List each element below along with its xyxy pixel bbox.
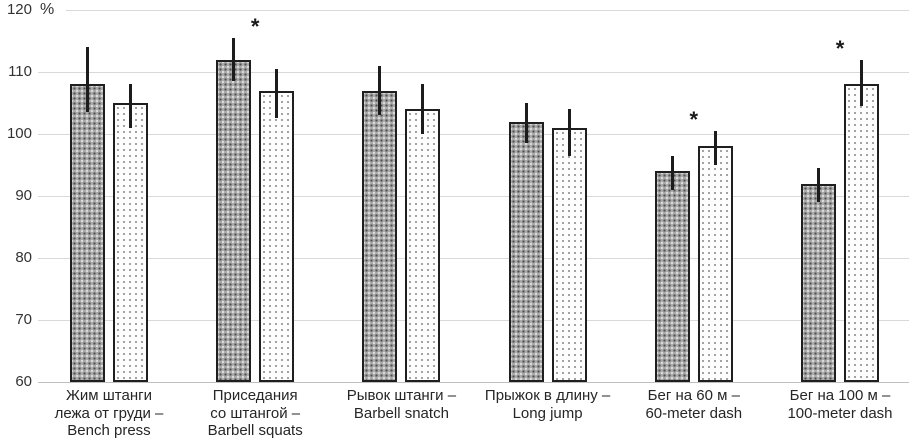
- y-tick-label: 90: [15, 187, 32, 204]
- category-label-line: Рывок штанги –: [346, 387, 457, 404]
- bar-series2: [405, 109, 441, 382]
- error-bar: [232, 37, 236, 82]
- bar-series2: [259, 90, 295, 382]
- bar-series1: [362, 90, 398, 382]
- error-bar: [421, 84, 425, 134]
- category-label-line: Прыжок в длину –: [484, 387, 611, 404]
- gridline: [38, 320, 909, 321]
- bar-series2: [844, 84, 879, 382]
- category-label-line: лежа от груди –: [54, 404, 164, 422]
- category-label-line: Bench press: [67, 422, 151, 439]
- category-label: Прыжок в длину – Long jump: [475, 387, 621, 422]
- category-label-line: 100-meter dash: [787, 404, 893, 422]
- category-label: Бег на 100 м –100-meter dash: [767, 387, 909, 422]
- gridline: [38, 382, 909, 383]
- error-bar: [817, 168, 820, 203]
- y-tick-label: 80: [15, 249, 32, 266]
- y-tick-label: 70: [15, 311, 32, 328]
- error-bar: [670, 155, 674, 190]
- y-tick-label: 120: [6, 1, 32, 18]
- bar-series2: [113, 103, 148, 382]
- y-tick-label: 110: [8, 63, 32, 80]
- error-bar: [713, 130, 717, 165]
- category-label-line: Приседания: [212, 387, 298, 404]
- category-label-line: Long jump: [512, 404, 583, 422]
- gridline: [38, 72, 909, 73]
- error-bar: [378, 65, 382, 116]
- error-bar: [86, 47, 89, 113]
- category-label: Приседания со штангой – Barbell squats: [182, 387, 328, 440]
- error-bar: [129, 84, 132, 128]
- y-tick-label: 100: [6, 125, 32, 142]
- bar-series1: [70, 84, 105, 382]
- category-label-line: 60-meter dash: [645, 404, 743, 422]
- category-label: Жим штанги лежа от груди – Bench press: [36, 387, 182, 440]
- category-label: Рывок штанги – Barbell snatch: [328, 387, 474, 422]
- error-bar: [275, 68, 279, 119]
- bar-series1: [508, 121, 544, 382]
- error-bar: [567, 109, 571, 156]
- significance-asterisk: *: [689, 106, 699, 132]
- significance-asterisk: *: [250, 13, 260, 39]
- error-bar: [860, 59, 863, 107]
- error-bar: [524, 103, 528, 144]
- category-label-line: Жим штанги: [66, 387, 152, 404]
- category-label-line: Barbell squats: [207, 422, 303, 439]
- category-label-line: Barbell snatch: [353, 404, 449, 422]
- gridline: [38, 134, 909, 135]
- y-tick-label: 60: [15, 373, 32, 390]
- category-label-line: со штангой –: [210, 404, 301, 422]
- bar-series1: [801, 183, 836, 382]
- y-axis-unit-label: %: [40, 1, 55, 18]
- gridline: [66, 10, 909, 11]
- bar-series1: [654, 171, 690, 382]
- bar-series1: [216, 59, 252, 382]
- significance-asterisk: *: [835, 35, 845, 61]
- bar-series2: [697, 146, 733, 382]
- category-label: Бег на 60 м –60-meter dash: [621, 387, 767, 422]
- gridline: [38, 258, 909, 259]
- gridline: [38, 196, 909, 197]
- bar-series2: [551, 127, 587, 382]
- category-label-line: Бег на 60 м –: [647, 387, 740, 404]
- category-label-line: Бег на 100 м –: [789, 387, 891, 404]
